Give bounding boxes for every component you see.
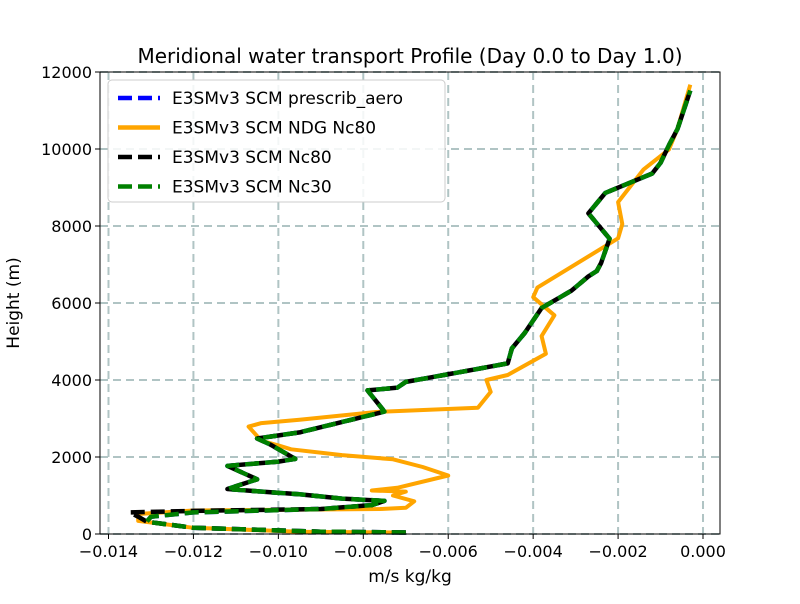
- legend: E3SMv3 SCM prescrib_aero E3SMv3 SCM NDG N…: [107, 79, 446, 203]
- x-axis-label: m/s kg/kg: [368, 567, 452, 587]
- x-axis-ticks: −0.014 −0.012 −0.010 −0.008 −0.006 −0.004 −0.0…: [79, 534, 726, 561]
- x-tick-label: −0.004: [504, 542, 563, 561]
- series-layer: [127, 84, 693, 535]
- series-line-2: [136, 84, 693, 535]
- y-axis-label: Height (m): [4, 257, 24, 348]
- x-tick-label: −0.012: [164, 542, 223, 561]
- x-tick-label: −0.006: [419, 542, 478, 561]
- y-tick-label: 8000: [51, 217, 92, 236]
- x-tick-label: −0.014: [79, 542, 138, 561]
- y-tick-label: 4000: [51, 371, 92, 390]
- legend-label: E3SMv3 SCM prescrib_aero: [172, 89, 403, 109]
- legend-box: [107, 79, 446, 203]
- x-tick-label: 0.000: [680, 542, 726, 561]
- x-tick-label: −0.010: [249, 542, 308, 561]
- chart-title: Meridional water transport Profile (Day …: [137, 44, 682, 68]
- y-tick-label: 2000: [51, 448, 92, 467]
- legend-label: E3SMv3 SCM Nc80: [172, 148, 332, 168]
- y-tick-label: 6000: [51, 294, 92, 313]
- series-line-4: [144, 89, 693, 535]
- x-tick-label: −0.008: [334, 542, 393, 561]
- y-tick-label: 12000: [41, 63, 92, 82]
- legend-label: E3SMv3 SCM NDG Nc80: [172, 119, 376, 139]
- x-tick-label: −0.002: [588, 542, 647, 561]
- legend-label: E3SMv3 SCM Nc30: [172, 178, 332, 198]
- y-tick-label: 10000: [41, 140, 92, 159]
- y-tick-label: 0: [82, 525, 92, 544]
- y-axis-ticks: 0 2000 4000 6000 8000 10000 12000: [41, 63, 100, 544]
